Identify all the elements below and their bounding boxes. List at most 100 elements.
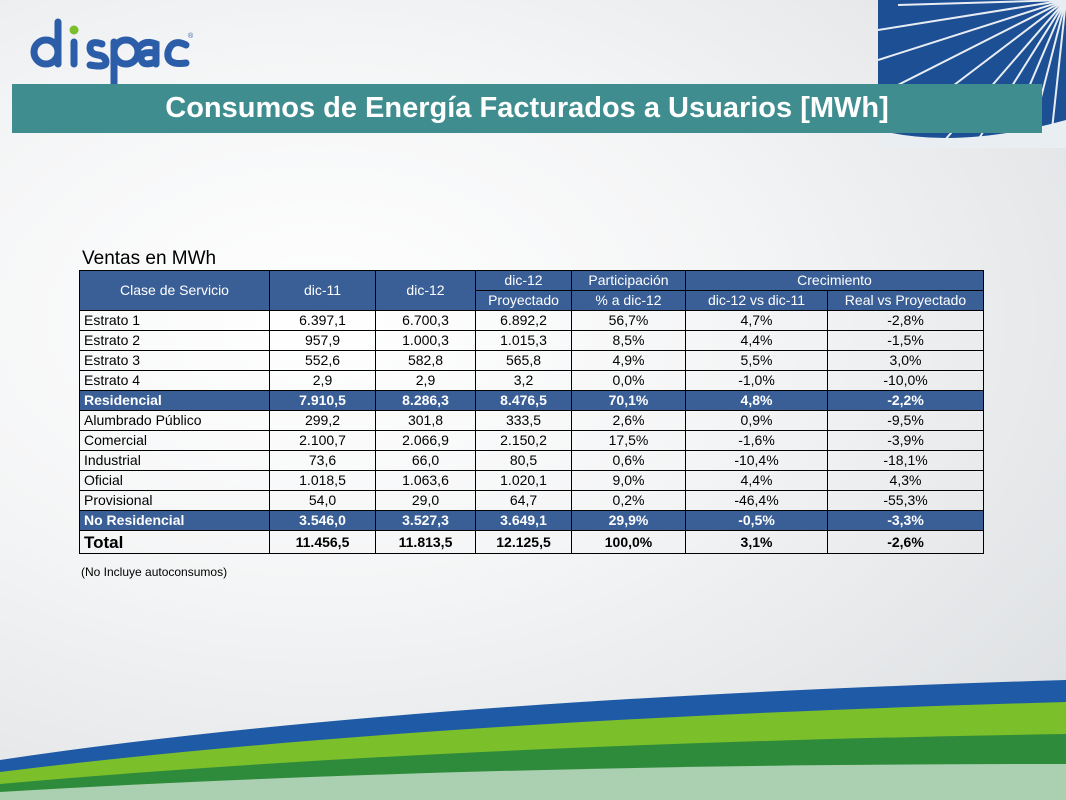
header-clase: Clase de Servicio — [79, 270, 270, 311]
header-dic11: dic-11 — [269, 270, 376, 311]
cell-dic11: 3.546,0 — [269, 510, 376, 531]
cell-proyectado: 1.015,3 — [475, 330, 572, 351]
cell-crec-a: -10,4% — [685, 450, 828, 471]
table-row: Total 11.456,5 11.813,5 12.125,5 100,0% 3,1% -… — [79, 530, 985, 554]
cell-dic11: 7.910,5 — [269, 390, 376, 411]
cell-proyectado: 64,7 — [475, 490, 572, 511]
cell-crec-a: -1,0% — [685, 370, 828, 391]
cell-dic12: 1.000,3 — [375, 330, 476, 351]
cell-crec-a: 4,8% — [685, 390, 828, 411]
cell-proyectado: 8.476,5 — [475, 390, 572, 411]
cell-dic12: 582,8 — [375, 350, 476, 371]
header-crec-a: dic-12 vs dic-11 — [685, 290, 828, 311]
cell-dic11: 2,9 — [269, 370, 376, 391]
cell-proyectado: 3.649,1 — [475, 510, 572, 531]
cell-crec-a: -46,4% — [685, 490, 828, 511]
cell-clase: Estrato 1 — [79, 310, 270, 331]
cell-participacion: 17,5% — [571, 430, 686, 451]
cell-proyectado: 565,8 — [475, 350, 572, 371]
cell-crec-b: -3,9% — [826, 430, 985, 451]
cell-crec-b: 4,3% — [826, 470, 985, 491]
cell-crec-a: 4,4% — [685, 470, 828, 491]
cell-crec-b: -55,3% — [826, 490, 985, 511]
cell-crec-b: -2,2% — [826, 390, 985, 411]
cell-dic12: 301,8 — [375, 410, 476, 431]
cell-participacion: 56,7% — [571, 310, 686, 331]
cell-crec-a: 0,9% — [685, 410, 828, 431]
cell-proyectado: 12.125,5 — [475, 530, 572, 554]
cell-dic11: 552,6 — [269, 350, 376, 371]
registered-mark: ® — [188, 32, 194, 40]
header-participacion-top: Participación — [571, 270, 686, 291]
cell-dic11: 73,6 — [269, 450, 376, 471]
cell-crec-b: -9,5% — [826, 410, 985, 431]
table-subtitle: Ventas en MWh — [82, 248, 217, 269]
cell-crec-a: 3,1% — [685, 530, 828, 554]
table-row: Alumbrado Público 299,2 301,8 333,5 2,6% 0,9%… — [79, 410, 985, 431]
cell-dic12: 2,9 — [375, 370, 476, 391]
table-row: Provisional 54,0 29,0 64,7 0,2% -46,4% -55,3% — [79, 490, 985, 511]
cell-participacion: 29,9% — [571, 510, 686, 531]
cell-clase: Oficial — [79, 470, 270, 491]
header-dic12: dic-12 — [375, 270, 476, 311]
cell-participacion: 0,2% — [571, 490, 686, 511]
cell-crec-a: 4,4% — [685, 330, 828, 351]
header-crecimiento: Crecimiento — [684, 270, 985, 291]
cell-participacion: 70,1% — [571, 390, 686, 411]
table-row: No Residencial 3.546,0 3.527,3 3.649,1 29,9%… — [79, 510, 985, 531]
cell-dic12: 3.527,3 — [375, 510, 476, 531]
table-row: Residencial 7.910,5 8.286,3 8.476,5 70,1% 4,8… — [79, 390, 985, 411]
cell-proyectado: 333,5 — [475, 410, 572, 431]
cell-dic11: 2.100,7 — [269, 430, 376, 451]
cell-crec-a: -1,6% — [685, 430, 828, 451]
page-title: Consumos de Energía Facturados a Usuario… — [165, 92, 889, 124]
table-body: Estrato 1 6.397,1 6.700,3 6.892,2 56,7% 4,7% -… — [79, 310, 985, 554]
cell-clase: No Residencial — [79, 510, 270, 531]
cell-participacion: 8,5% — [571, 330, 686, 351]
cell-dic12: 29,0 — [375, 490, 476, 511]
cell-dic11: 1.018,5 — [269, 470, 376, 491]
cell-clase: Residencial — [79, 390, 270, 411]
table-row: Estrato 2 957,9 1.000,3 1.015,3 8,5% 4,4% -1,5… — [79, 330, 985, 351]
table-header-row-1: Clase de Servicio dic-11 dic-12 dic-12 P… — [79, 270, 985, 311]
header-proyectado-bottom: Proyectado — [475, 290, 572, 311]
cell-crec-a: -0,5% — [685, 510, 828, 531]
table-row: Estrato 1 6.397,1 6.700,3 6.892,2 56,7% 4,7% -… — [79, 310, 985, 331]
header-proyectado-top: dic-12 — [475, 270, 572, 291]
cell-dic11: 11.456,5 — [269, 530, 376, 554]
table-row: Industrial 73,6 66,0 80,5 0,6% -10,4% -18,1% — [79, 450, 985, 471]
cell-dic12: 6.700,3 — [375, 310, 476, 331]
cell-participacion: 100,0% — [571, 530, 686, 554]
cell-clase: Provisional — [79, 490, 270, 511]
cell-clase: Alumbrado Público — [79, 410, 270, 431]
table-row: Estrato 4 2,9 2,9 3,2 0,0% -1,0% -10,0% — [79, 370, 985, 391]
cell-participacion: 4,9% — [571, 350, 686, 371]
cell-crec-a: 5,5% — [685, 350, 828, 371]
energy-sales-table: Clase de Servicio dic-11 dic-12 dic-12 P… — [79, 270, 985, 554]
cell-dic11: 299,2 — [269, 410, 376, 431]
table-footnote: (No Incluye autoconsumos) — [81, 565, 228, 579]
cell-dic11: 54,0 — [269, 490, 376, 511]
table-row: Oficial 1.018,5 1.063,6 1.020,1 9,0% 4,4% 4,3% — [79, 470, 985, 491]
table-row: Comercial 2.100,7 2.066,9 2.150,2 17,5% -1,6%… — [79, 430, 985, 451]
cell-crec-b: -3,3% — [826, 510, 985, 531]
cell-crec-b: -18,1% — [826, 450, 985, 471]
table-row: Estrato 3 552,6 582,8 565,8 4,9% 5,5% 3,0% — [79, 350, 985, 371]
cell-clase: Estrato 4 — [79, 370, 270, 391]
cell-clase: Estrato 3 — [79, 350, 270, 371]
cell-clase: Comercial — [79, 430, 270, 451]
cell-crec-a: 4,7% — [685, 310, 828, 331]
cell-dic12: 11.813,5 — [375, 530, 476, 554]
cell-participacion: 0,0% — [571, 370, 686, 391]
cell-dic12: 66,0 — [375, 450, 476, 471]
cell-dic12: 8.286,3 — [375, 390, 476, 411]
cell-participacion: 0,6% — [571, 450, 686, 471]
cell-crec-b: -2,8% — [826, 310, 985, 331]
cell-proyectado: 1.020,1 — [475, 470, 572, 491]
cell-crec-b: 3,0% — [826, 350, 985, 371]
header-crec-b: Real vs Proyectado — [826, 290, 985, 311]
cell-clase: Total — [79, 530, 270, 554]
header-participacion-bottom: % a dic-12 — [571, 290, 686, 311]
cell-crec-b: -2,6% — [826, 530, 985, 554]
